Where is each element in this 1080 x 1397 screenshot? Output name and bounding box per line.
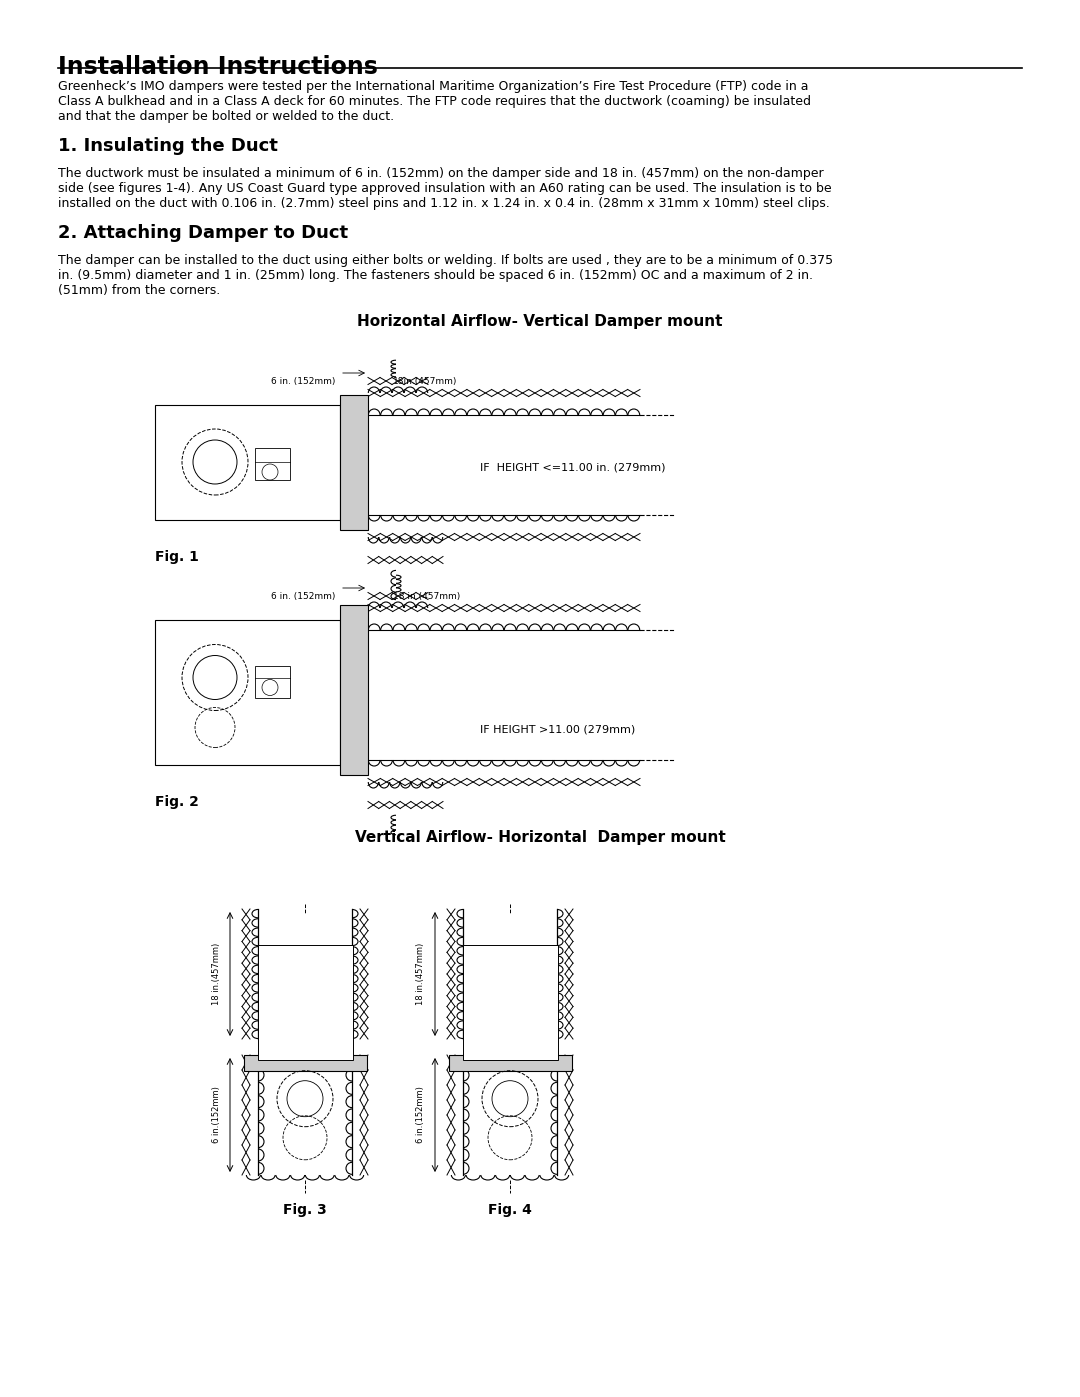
Text: Installation Instructions: Installation Instructions [58, 54, 378, 80]
Text: Class A bulkhead and in a Class A deck for 60 minutes. The FTP code requires tha: Class A bulkhead and in a Class A deck f… [58, 95, 811, 108]
Bar [156, 405, 340, 520]
Text: installed on the duct with 0.106 in. (2.7mm) steel pins and 1.12 in. x 1.24 in. : installed on the duct with 0.106 in. (2.… [58, 197, 829, 210]
Text: (51mm) from the corners.: (51mm) from the corners. [58, 284, 220, 298]
Text: Fig. 1: Fig. 1 [156, 550, 199, 564]
Text: 6 in.(152mm): 6 in.(152mm) [212, 1087, 220, 1143]
Text: 2. Attaching Damper to Duct: 2. Attaching Damper to Duct [58, 224, 348, 242]
Text: in. (9.5mm) diameter and 1 in. (25mm) long. The fasteners should be spaced 6 in.: in. (9.5mm) diameter and 1 in. (25mm) lo… [58, 270, 813, 282]
Bar [258, 944, 353, 1060]
Text: Fig. 3: Fig. 3 [283, 1203, 327, 1217]
Text: 18 in.(457mm): 18 in.(457mm) [417, 943, 426, 1004]
Text: 18 in.(457mm): 18 in.(457mm) [212, 943, 220, 1004]
Bar [449, 1055, 572, 1071]
Bar [340, 395, 368, 529]
Bar [340, 605, 368, 775]
Text: The damper can be installed to the duct using either bolts or welding. If bolts : The damper can be installed to the duct … [58, 254, 833, 267]
Text: Fig. 4: Fig. 4 [488, 1203, 532, 1217]
Bar [160, 409, 335, 515]
Text: 6 in.(152mm): 6 in.(152mm) [417, 1087, 426, 1143]
Text: Horizontal Airflow- Vertical Damper mount: Horizontal Airflow- Vertical Damper moun… [357, 314, 723, 330]
Bar [463, 944, 558, 1060]
Bar [244, 1055, 367, 1071]
Bar [255, 448, 291, 481]
Text: 18in.(457mm): 18in.(457mm) [393, 377, 457, 386]
Text: Fig. 2: Fig. 2 [156, 795, 199, 809]
Text: Greenheck’s IMO dampers were tested per the International Maritime Organization’: Greenheck’s IMO dampers were tested per … [58, 80, 809, 94]
Text: side (see figures 1-4). Any US Coast Guard type approved insulation with an A60 : side (see figures 1-4). Any US Coast Gua… [58, 182, 832, 196]
Bar [156, 620, 340, 766]
Text: 18 in.(457mm): 18 in.(457mm) [393, 592, 460, 601]
Text: Vertical Airflow- Horizontal  Damper mount: Vertical Airflow- Horizontal Damper moun… [354, 830, 726, 845]
Text: The ductwork must be insulated a minimum of 6 in. (152mm) on the damper side and: The ductwork must be insulated a minimum… [58, 168, 824, 180]
Bar [255, 665, 291, 697]
Bar [160, 624, 335, 760]
Text: and that the damper be bolted or welded to the duct.: and that the damper be bolted or welded … [58, 110, 394, 123]
Text: IF HEIGHT >11.00 (279mm): IF HEIGHT >11.00 (279mm) [480, 725, 635, 735]
Text: 6 in. (152mm): 6 in. (152mm) [271, 592, 335, 601]
Text: 6 in. (152mm): 6 in. (152mm) [271, 377, 335, 386]
Text: 1. Insulating the Duct: 1. Insulating the Duct [58, 137, 278, 155]
Text: IF  HEIGHT <=11.00 in. (279mm): IF HEIGHT <=11.00 in. (279mm) [480, 462, 665, 472]
